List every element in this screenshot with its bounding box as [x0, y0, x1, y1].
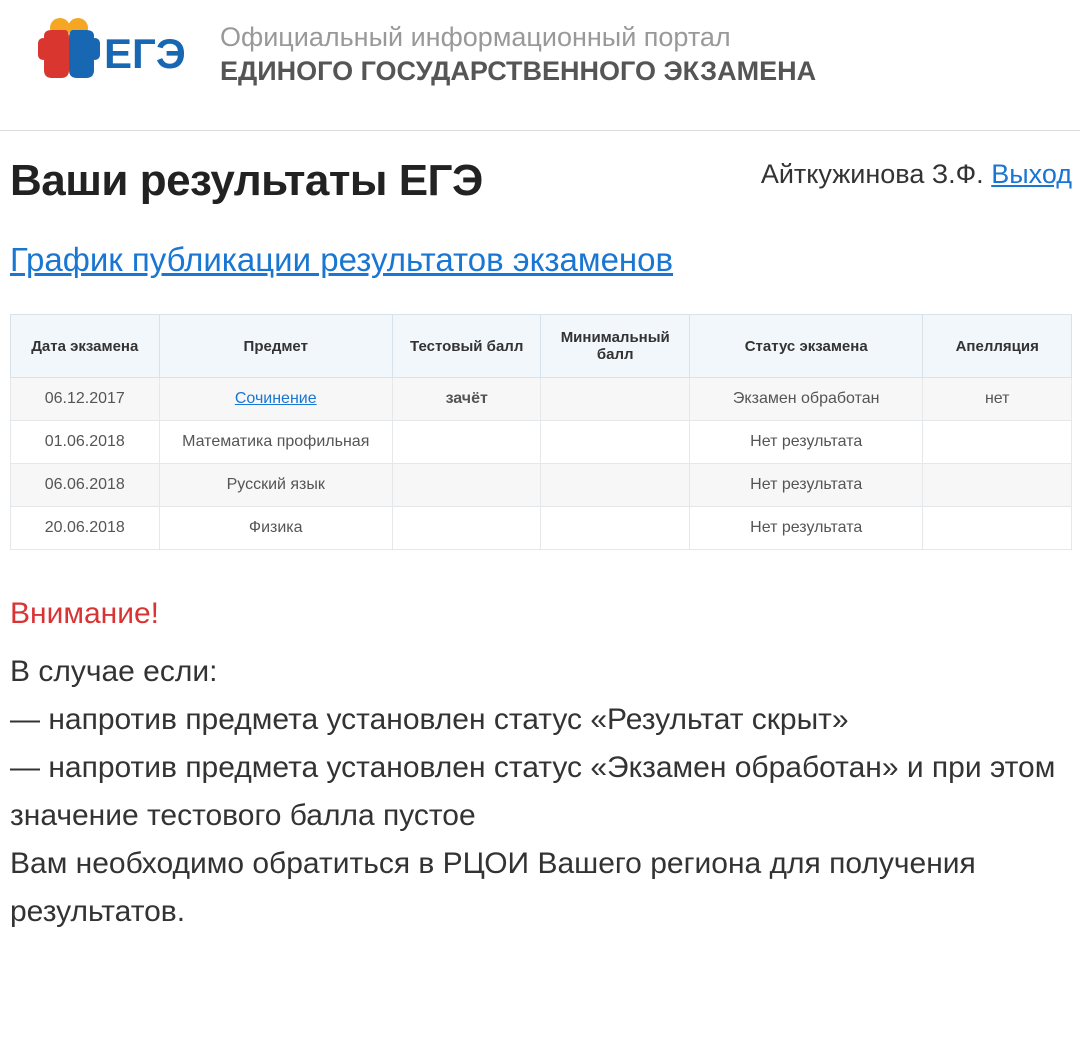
ege-logo: ЕГЭ — [20, 10, 190, 100]
notice-title: Внимание! — [10, 590, 1072, 638]
user-block: Айткужинова З.Ф. Выход — [761, 156, 1072, 190]
results-table: Дата экзамена Предмет Тестовый балл Мини… — [10, 314, 1072, 550]
cell-status: Экзамен обработан — [690, 378, 923, 421]
header-text-block: Официальный информационный портал ЕДИНОГ… — [220, 21, 816, 88]
cell-date: 01.06.2018 — [11, 421, 160, 464]
logout-link[interactable]: Выход — [991, 159, 1072, 189]
cell-appeal — [923, 421, 1072, 464]
cell-status: Нет результата — [690, 421, 923, 464]
schedule-link[interactable]: График публикации результатов экзаменов — [10, 241, 673, 279]
table-row: 06.06.2018Русский язык Нет результата — [11, 464, 1072, 507]
col-score: Тестовый балл — [392, 315, 541, 378]
header-subtitle: Официальный информационный портал — [220, 21, 816, 53]
cell-min — [541, 507, 690, 550]
table-header-row: Дата экзамена Предмет Тестовый балл Мини… — [11, 315, 1072, 378]
main-content: Ваши результаты ЕГЭ Айткужинова З.Ф. Вых… — [0, 131, 1080, 946]
notice-line: Вам необходимо обратиться в РЦОИ Вашего … — [10, 840, 1072, 936]
cell-date: 06.06.2018 — [11, 464, 160, 507]
notice-line: — напротив предмета установлен статус «Р… — [10, 696, 1072, 744]
cell-subject: Русский язык — [159, 464, 392, 507]
table-row: 06.12.2017 Сочинение зачёт Экзамен обработа… — [11, 378, 1072, 421]
subject-link[interactable]: Сочинение — [235, 390, 317, 407]
cell-subject: Сочинение — [159, 378, 392, 421]
cell-appeal — [923, 464, 1072, 507]
cell-status: Нет результата — [690, 507, 923, 550]
cell-date: 20.06.2018 — [11, 507, 160, 550]
site-header: ЕГЭ Официальный информационный портал ЕД… — [0, 0, 1080, 131]
svg-text:ЕГЭ: ЕГЭ — [104, 30, 186, 77]
col-status: Статус экзамена — [690, 315, 923, 378]
cell-status: Нет результата — [690, 464, 923, 507]
notice-line: В случае если: — [10, 648, 1072, 696]
table-row: 20.06.2018Физика Нет результата — [11, 507, 1072, 550]
col-min: Минимальный балл — [541, 315, 690, 378]
cell-appeal: нет — [923, 378, 1072, 421]
header-title: ЕДИНОГО ГОСУДАРСТВЕННОГО ЭКЗАМЕНА — [220, 54, 816, 89]
cell-subject: Физика — [159, 507, 392, 550]
notice-line: — напротив предмета установлен статус «Э… — [10, 744, 1072, 840]
cell-min — [541, 421, 690, 464]
col-subject: Предмет — [159, 315, 392, 378]
cell-score: зачёт — [392, 378, 541, 421]
page-title: Ваши результаты ЕГЭ — [10, 156, 483, 206]
cell-score — [392, 464, 541, 507]
user-name: Айткужинова З.Ф. — [761, 159, 984, 189]
cell-min — [541, 378, 690, 421]
cell-score — [392, 421, 541, 464]
cell-date: 06.12.2017 — [11, 378, 160, 421]
col-date: Дата экзамена — [11, 315, 160, 378]
title-row: Ваши результаты ЕГЭ Айткужинова З.Ф. Вых… — [10, 156, 1072, 206]
cell-score — [392, 507, 541, 550]
cell-min — [541, 464, 690, 507]
cell-subject: Математика профильная — [159, 421, 392, 464]
notice-block: Внимание! В случае если:— напротив предм… — [10, 590, 1072, 936]
table-row: 01.06.2018Математика профильная Нет резул… — [11, 421, 1072, 464]
col-appeal: Апелляция — [923, 315, 1072, 378]
cell-appeal — [923, 507, 1072, 550]
